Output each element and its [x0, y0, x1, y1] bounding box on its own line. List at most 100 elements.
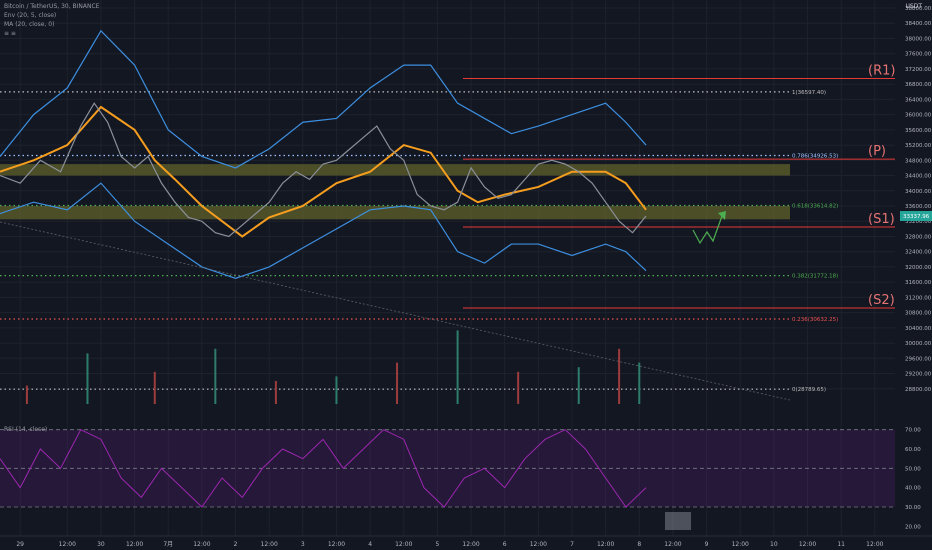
time-tick-18: 8: [637, 541, 641, 548]
trend-line: [0, 221, 791, 401]
time-tick-1: 12:00: [59, 541, 76, 548]
time-tick-10: 4: [368, 541, 372, 548]
time-tick-5: 12:00: [193, 541, 210, 548]
price-tick-23: 38000.00: [905, 36, 932, 42]
fib-levels: 1(36597.40) 0.786(34926.53) 0.618(33614.82…: [0, 90, 838, 393]
price-tick-5: 30800.00: [905, 311, 932, 317]
pivot-label-1: (P): [868, 144, 886, 159]
rsi-highlight-box: [665, 512, 691, 530]
price-tick-15: 34800.00: [905, 158, 932, 164]
price-tick-8: 32000.00: [905, 265, 932, 271]
price-unit: USDT: [905, 3, 923, 10]
env-label: Env (20, 5, close): [4, 12, 57, 19]
pivot-label-3: (S2): [868, 293, 895, 308]
volume-bar-0: [25, 385, 28, 404]
time-tick-21: 12:00: [732, 541, 749, 548]
current-price-tag: [900, 211, 932, 222]
rsi-tick-1: 30.00: [905, 505, 921, 511]
time-axis: 29 12:00 30 12:00 7月 12:00 2 12:00 3 12:00 4 12:00 5…: [0, 535, 932, 548]
rsi-tick-2: 40.00: [905, 486, 921, 492]
volume-bar-10: [618, 348, 621, 404]
time-tick-11: 12:00: [395, 541, 412, 548]
indicator-icons: ≡ ≡: [4, 30, 16, 37]
price-tick-14: 34400.00: [905, 174, 932, 180]
time-tick-17: 12:00: [597, 541, 614, 548]
fib-label-5: 0(28789.65): [792, 387, 826, 393]
time-tick-19: 12:00: [664, 541, 681, 548]
rsi-tick-0: 20.00: [905, 524, 921, 530]
price-tick-17: 35600.00: [905, 128, 932, 134]
time-tick-23: 12:00: [799, 541, 816, 548]
time-tick-12: 5: [435, 541, 439, 548]
projection-arrow-head: [718, 211, 726, 220]
highlight-zones: [0, 164, 790, 220]
price-tick-4: 30400.00: [905, 326, 932, 332]
price-tick-19: 36400.00: [905, 97, 932, 103]
time-tick-6: 2: [234, 541, 238, 548]
price-tick-1: 29200.00: [905, 372, 932, 378]
pivot-label-2: (S1): [868, 212, 895, 227]
series-3: [0, 102, 647, 238]
rsi-label: RSI (14, close): [4, 426, 48, 433]
pivot-label-0: (R1): [868, 63, 895, 78]
rsi-line: [0, 429, 647, 508]
time-tick-24: 11: [837, 541, 845, 548]
time-tick-0: 29: [16, 541, 24, 548]
time-tick-9: 12:00: [328, 541, 345, 548]
series-0: [0, 105, 647, 238]
price-tick-22: 37600.00: [905, 52, 932, 58]
price-tick-21: 37200.00: [905, 67, 932, 73]
zone-0: [0, 164, 790, 176]
series-1: [0, 29, 647, 169]
price-tick-9: 32400.00: [905, 250, 932, 256]
price-tick-13: 34000.00: [905, 189, 932, 195]
fib-label-3: 0.382(31772.18): [792, 274, 838, 280]
rsi-tick-4: 60.00: [905, 447, 921, 453]
price-tick-6: 31200.00: [905, 295, 932, 301]
time-tick-14: 6: [503, 541, 507, 548]
time-tick-25: 12:00: [866, 541, 883, 548]
time-tick-16: 7: [570, 541, 574, 548]
volume-bar-2: [153, 371, 156, 404]
price-tick-24: 38400.00: [905, 21, 932, 27]
projection-arrow: [692, 215, 723, 245]
rsi-tick-3: 50.00: [905, 466, 921, 472]
price-tick-3: 30000.00: [905, 341, 932, 347]
volume-bar-7: [456, 330, 459, 404]
volume-bar-4: [274, 381, 277, 404]
time-tick-4: 7月: [163, 541, 173, 548]
symbol-title: Bitcoin / TetherUS, 30, BINANCE: [4, 3, 100, 10]
price-tick-0: 28800.00: [905, 387, 932, 393]
volume-bar-6: [396, 362, 399, 404]
price-tick-20: 36800.00: [905, 82, 932, 88]
time-tick-2: 30: [97, 541, 105, 548]
current-price-value: 33337.96: [903, 214, 930, 220]
ma-label: MA (20, close, 0): [4, 21, 55, 28]
time-tick-7: 12:00: [261, 541, 278, 548]
fib-label-1: 0.786(34926.53): [792, 154, 838, 160]
series-2: [0, 182, 647, 279]
volume-bars: [25, 330, 641, 404]
volume-bar-8: [517, 371, 520, 404]
zone-1: [0, 206, 790, 220]
rsi-tick-5: 70.00: [905, 428, 921, 434]
price-tick-12: 33600.00: [905, 204, 932, 210]
volume-bar-5: [335, 376, 338, 404]
time-tick-13: 12:00: [462, 541, 479, 548]
time-tick-20: 9: [705, 541, 709, 548]
price-tick-16: 35200.00: [905, 143, 932, 149]
price-tick-7: 31600.00: [905, 280, 932, 286]
time-tick-8: 3: [301, 541, 305, 548]
price-series: [0, 29, 647, 279]
volume-bar-11: [638, 362, 641, 404]
price-tick-18: 36000.00: [905, 113, 932, 119]
price-tick-25: 38800.00: [905, 6, 932, 12]
time-tick-22: 10: [770, 541, 778, 548]
fib-label-0: 1(36597.40): [792, 90, 826, 96]
price-tick-11: 33200.00: [905, 219, 932, 225]
fib-label-2: 0.618(33614.82): [792, 203, 838, 209]
time-tick-3: 12:00: [126, 541, 143, 548]
volume-bar-3: [214, 348, 217, 404]
price-axis: 28800.00 29200.00 29600.00 30000.00 30400.00…: [900, 6, 932, 393]
